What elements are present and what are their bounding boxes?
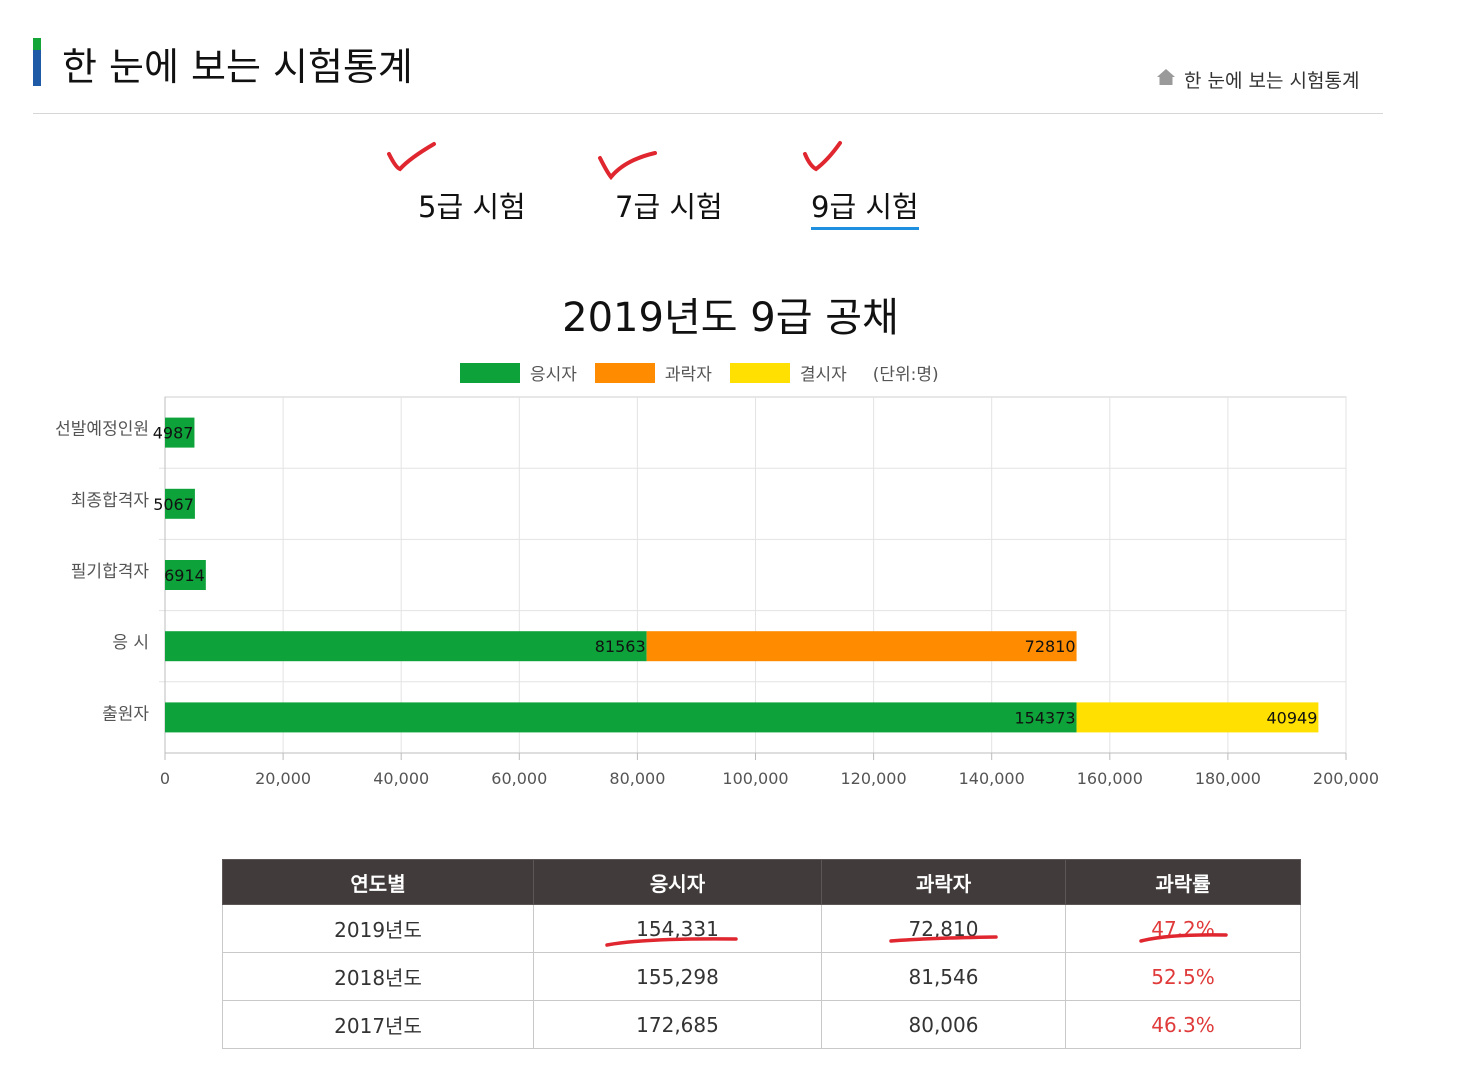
bar-chart: 0 20,000 40,000 60,000 80,000 100,000 120,000 1… [55,396,1379,788]
legend-item-failed[interactable]: 과락자 [594,360,712,385]
unit-label: (단위:명) [872,365,939,385]
table-row: 2018년도 155,298 81,546 52.5% [222,952,1301,1001]
x-tick-label: 80,000 [609,769,665,788]
y-category-label: 필기합격자 [71,562,150,582]
x-tick-label: 200,000 [1313,769,1379,788]
legend-item-applicants[interactable]: 응시자 [460,360,577,385]
tab-grade7-exam[interactable]: 7급 시험 [615,190,723,224]
data-label: 81563 [595,637,646,656]
y-category-label: 선발예정인원 [55,420,149,440]
data-label: 40949 [1266,708,1317,727]
cell-failed: 81,546 [821,952,1066,1001]
check-mark-annotation [387,142,436,172]
data-label: 6914 [164,566,205,585]
legend-item-absent[interactable]: 결시자 [729,360,847,385]
tab-grade9-exam[interactable]: 9급 시험 [811,184,919,230]
y-category-label: 응 시 [112,633,149,653]
cell-year: 2019년도 [222,904,534,953]
underline-annotation [889,935,998,943]
x-tick-label: 180,000 [1195,769,1261,788]
breadcrumb[interactable]: 한 눈에 보는 시험통계 [1156,66,1359,93]
header-divider [33,113,1383,114]
breadcrumb-label: 한 눈에 보는 시험통계 [1184,70,1360,92]
table-row: 2017년도 172,685 80,006 46.3% [222,1000,1301,1049]
col-header-year: 연도별 [222,859,534,905]
tab-grade5-exam[interactable]: 5급 시험 [418,190,526,224]
x-tick-label: 160,000 [1077,769,1143,788]
page-title: 한 눈에 보는 시험통계 [62,45,413,89]
cell-fail-rate: 52.5% [1065,952,1301,1001]
legend-swatch [594,362,655,383]
home-icon [1156,67,1176,92]
legend-swatch [729,362,790,383]
bar-segment [165,560,206,590]
bar-segment [165,488,195,519]
y-category-label: 최종합격자 [71,491,150,511]
check-mark-annotation [598,151,657,181]
cell-failed: 80,006 [821,1000,1066,1049]
chart-title: 2019년도 9급 공채 [562,295,899,341]
chart-legend: 응시자 과락자 결시자 (단위:명) [460,360,939,385]
underline-annotation [605,937,738,947]
cell-year: 2017년도 [222,1000,534,1049]
bar-segment [646,631,1077,662]
cell-year: 2018년도 [222,952,534,1001]
underline-annotation [1139,933,1228,943]
x-tick-label: 120,000 [841,769,907,788]
x-tick-label: 100,000 [722,769,788,788]
data-label: 154373 [1014,708,1075,727]
data-label: 72810 [1025,637,1076,656]
x-tick-label: 0 [160,769,170,788]
table-header-row: 연도별 응시자 과락자 과락률 [222,859,1301,905]
x-tick-label: 140,000 [959,769,1025,788]
x-tick-label: 20,000 [255,769,311,788]
data-label: 4987 [153,424,194,443]
stats-table: 연도별 응시자 과락자 과락률 2019년도 154,331 72,810 47… [222,859,1301,1049]
col-header-failed: 과락자 [821,859,1066,905]
bar-segment [165,417,195,448]
check-mark-annotation [803,141,842,172]
bar-segment [165,631,647,662]
title-accent-bar [33,38,41,86]
x-tick-label: 60,000 [491,769,547,788]
y-category-label: 출원자 [102,704,149,724]
x-tick-label: 40,000 [373,769,429,788]
table-row: 2019년도 154,331 72,810 47.2% [222,904,1301,953]
bar-segment [165,702,1077,733]
cell-applicants: 172,685 [533,1000,822,1049]
col-header-fail-rate: 과락률 [1065,859,1301,905]
col-header-applicants: 응시자 [533,859,822,905]
data-label: 5067 [153,495,194,514]
legend-swatch [460,362,520,383]
cell-applicants: 155,298 [533,952,822,1001]
bar-segment [1076,702,1319,733]
cell-fail-rate: 46.3% [1065,1000,1301,1049]
